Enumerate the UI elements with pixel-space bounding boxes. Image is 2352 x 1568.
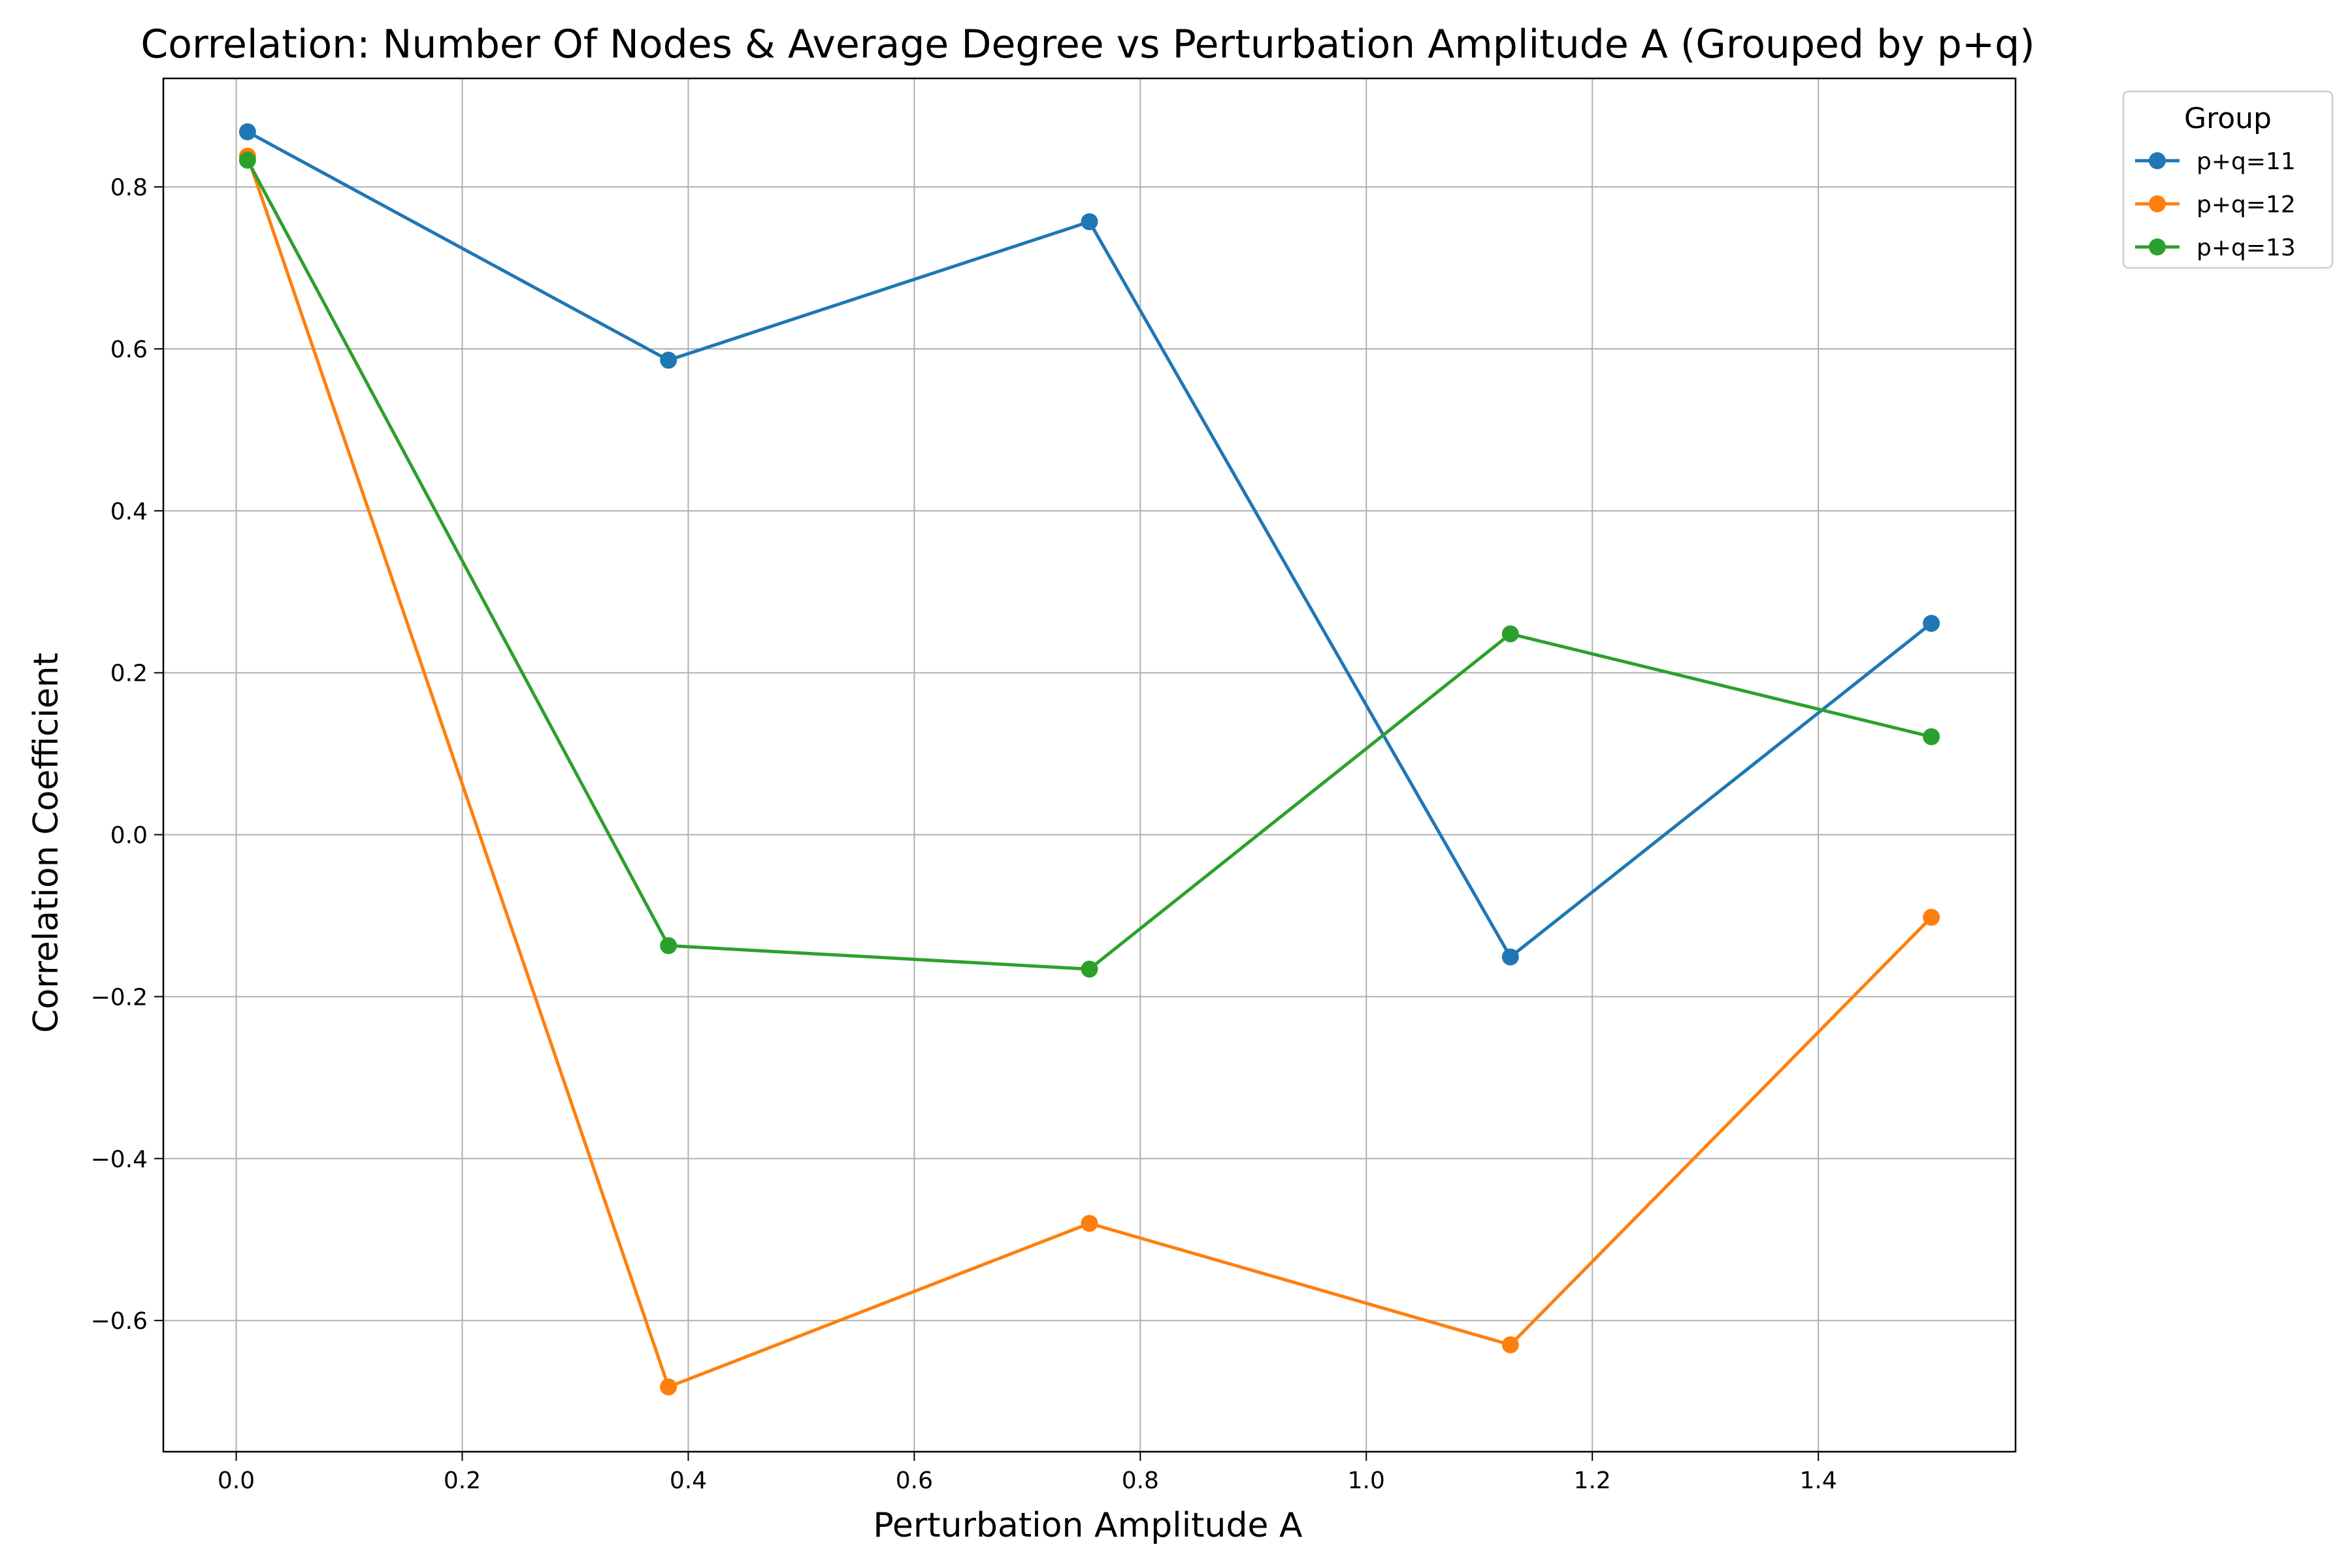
y-tick-label: 0.0: [110, 823, 148, 849]
chart-title: Correlation: Number Of Nodes & Average D…: [140, 22, 2034, 67]
data-point: [660, 351, 678, 369]
series-p+q=12: [238, 147, 1940, 1396]
legend-marker-swatch: [2149, 152, 2166, 169]
legend-item: p+q=13: [2135, 235, 2296, 261]
y-tick-label: 0.2: [110, 661, 148, 687]
x-tick-label: 1.0: [1348, 1467, 1385, 1494]
series-p+q=11: [238, 123, 1940, 966]
data-point: [1923, 615, 1940, 632]
data-point: [1081, 1215, 1098, 1232]
x-tick-label: 0.6: [896, 1467, 933, 1494]
legend: Group p+q=11 p+q=12 p+q=13: [2122, 90, 2334, 269]
series-line: [246, 158, 1933, 971]
plot-area-frame: [162, 77, 2017, 1453]
data-point: [238, 152, 256, 169]
legend-label: p+q=12: [2197, 191, 2296, 218]
series-line: [246, 154, 1933, 1389]
data-point: [238, 123, 256, 140]
x-tick-label: 0.8: [1122, 1467, 1159, 1494]
legend-marker-swatch: [2149, 195, 2166, 212]
data-point: [1501, 1336, 1519, 1354]
x-tick-label: 0.4: [670, 1467, 707, 1494]
axis-ticks: 0.0 0.2 0.4 0.6 0.8 1.0 1.2 1.4 −0.6 −0.4 −0.2 0.0 0…: [91, 174, 1837, 1494]
data-point: [660, 1378, 678, 1396]
legend-item: p+q=11: [2135, 148, 2296, 175]
legend-item: p+q=12: [2135, 191, 2296, 218]
y-tick-label: −0.6: [91, 1308, 148, 1335]
data-point: [1501, 948, 1519, 966]
legend-items: p+q=11 p+q=12 p+q=13: [2135, 148, 2296, 261]
x-tick-label: 1.4: [1800, 1467, 1837, 1494]
data-point: [1501, 625, 1519, 643]
legend-label: p+q=11: [2197, 148, 2296, 175]
legend-marker-swatch: [2149, 238, 2166, 255]
grid: [163, 78, 2016, 1452]
series-line: [246, 130, 1933, 959]
y-tick-label: −0.2: [91, 984, 148, 1011]
y-tick-label: −0.4: [91, 1146, 148, 1173]
y-tick-label: 0.4: [110, 498, 148, 525]
y-tick-label: 0.8: [110, 174, 148, 201]
data-point: [660, 937, 678, 955]
x-axis-label: Perturbation Amplitude A: [873, 1506, 1303, 1545]
legend-box: [2122, 90, 2334, 269]
y-tick-label: 0.6: [110, 336, 148, 363]
y-axis-label: Correlation Coefficient: [27, 653, 66, 1033]
series-p+q=13: [238, 152, 1940, 978]
series-layer: [238, 123, 1940, 1396]
data-point: [1923, 909, 1940, 926]
x-tick-label: 0.0: [218, 1467, 255, 1494]
x-tick-label: 1.2: [1574, 1467, 1611, 1494]
data-point: [1923, 728, 1940, 745]
legend-title: Group: [2184, 102, 2272, 135]
x-tick-label: 0.2: [444, 1467, 481, 1494]
data-point: [1081, 960, 1098, 978]
data-point: [1081, 213, 1098, 231]
legend-label: p+q=13: [2197, 235, 2296, 261]
